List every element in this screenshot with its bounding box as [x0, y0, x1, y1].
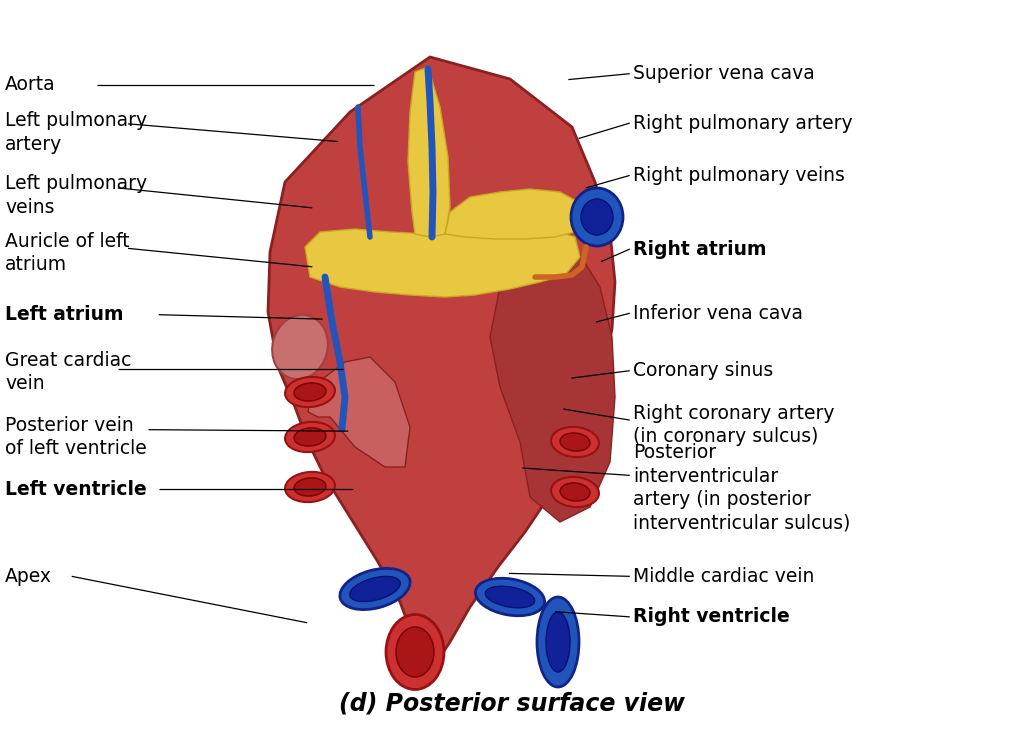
Text: Aorta: Aorta: [5, 75, 55, 94]
Polygon shape: [308, 357, 410, 467]
Ellipse shape: [294, 428, 326, 446]
Ellipse shape: [551, 427, 599, 457]
Polygon shape: [445, 189, 578, 239]
Ellipse shape: [386, 615, 444, 690]
Ellipse shape: [581, 199, 613, 235]
Text: Left pulmonary
artery: Left pulmonary artery: [5, 111, 147, 154]
Ellipse shape: [571, 188, 623, 246]
Ellipse shape: [560, 433, 590, 451]
Text: Right coronary artery
(in coronary sulcus): Right coronary artery (in coronary sulcu…: [633, 404, 835, 447]
Text: Right atrium: Right atrium: [633, 240, 766, 259]
Ellipse shape: [285, 422, 335, 452]
Text: Right pulmonary artery: Right pulmonary artery: [633, 113, 852, 133]
Text: Great cardiac
vein: Great cardiac vein: [5, 351, 131, 394]
Text: Middle cardiac vein: Middle cardiac vein: [633, 567, 814, 586]
Text: Apex: Apex: [5, 567, 52, 586]
Ellipse shape: [272, 315, 328, 380]
Ellipse shape: [537, 597, 579, 687]
Text: Right pulmonary veins: Right pulmonary veins: [633, 166, 845, 185]
Ellipse shape: [285, 472, 335, 502]
Ellipse shape: [396, 627, 434, 677]
Ellipse shape: [475, 579, 545, 615]
Ellipse shape: [551, 477, 599, 507]
Text: Superior vena cava: Superior vena cava: [633, 64, 814, 83]
Polygon shape: [408, 67, 450, 237]
Text: Posterior vein
of left ventricle: Posterior vein of left ventricle: [5, 416, 146, 458]
Polygon shape: [305, 227, 580, 297]
Text: Posterior
interventricular
artery (in posterior
interventricular sulcus): Posterior interventricular artery (in po…: [633, 443, 850, 533]
Text: (d) Posterior surface view: (d) Posterior surface view: [339, 691, 685, 715]
Polygon shape: [490, 237, 615, 522]
Text: Coronary sinus: Coronary sinus: [633, 361, 773, 380]
Ellipse shape: [285, 377, 335, 407]
Ellipse shape: [560, 483, 590, 501]
Ellipse shape: [294, 383, 326, 401]
Text: Right ventricle: Right ventricle: [633, 607, 790, 626]
Ellipse shape: [546, 612, 570, 672]
Text: Inferior vena cava: Inferior vena cava: [633, 304, 803, 323]
Text: Auricle of left
atrium: Auricle of left atrium: [5, 231, 130, 274]
Text: Left pulmonary
veins: Left pulmonary veins: [5, 174, 147, 217]
Ellipse shape: [294, 478, 326, 496]
Ellipse shape: [340, 568, 411, 609]
Polygon shape: [268, 57, 615, 672]
Text: Left ventricle: Left ventricle: [5, 480, 146, 499]
Ellipse shape: [485, 586, 535, 608]
Ellipse shape: [350, 576, 400, 601]
Text: Left atrium: Left atrium: [5, 305, 124, 324]
